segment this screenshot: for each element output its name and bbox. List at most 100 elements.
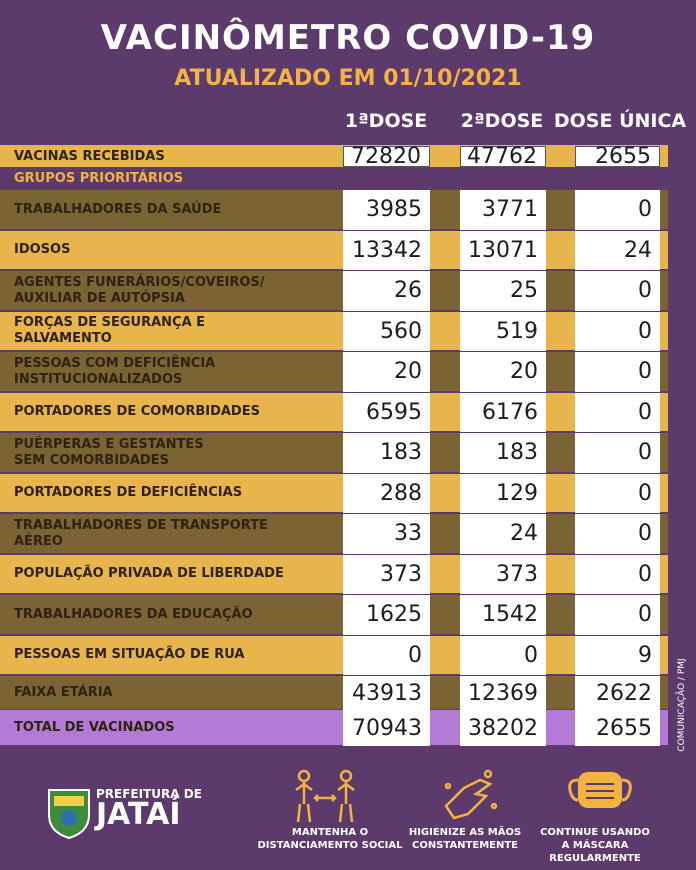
- label-line: AUXILIAR DE AUTÓPSIA: [14, 290, 185, 306]
- credit: COMUNICAÇÃO / PMJ: [677, 658, 687, 752]
- label-line: TOTAL DE VACINADOS: [14, 720, 175, 735]
- label-line: TRABALHADORES DA SAÚDE: [14, 201, 222, 217]
- table-row: [0, 473, 668, 513]
- row-label: FAIXA ETÁRIA: [14, 676, 334, 710]
- value-cell: 0: [575, 473, 660, 513]
- value-cell: 13071: [460, 230, 546, 270]
- logo-text: PREFEITURA DE: [96, 787, 202, 801]
- table-row: [0, 514, 668, 554]
- column-header: 1ªDOSE: [344, 110, 428, 132]
- value-cell: 288: [343, 473, 430, 513]
- logo-text: JATAÍ: [96, 797, 181, 832]
- tip: MANTENHA O DISTANCIAMENTO SOCIAL: [255, 826, 405, 852]
- label-line: SALVAMENTO: [14, 331, 112, 347]
- table-row: [0, 554, 668, 594]
- row-label: PESSOAS EM SITUAÇÃO DE RUA: [14, 636, 334, 676]
- row-label: TRABALHADORES DA EDUCAÇÃO: [14, 595, 334, 635]
- value-cell: 129: [460, 473, 546, 513]
- value-cell: 3985: [343, 190, 430, 230]
- value-cell: 183: [460, 433, 546, 473]
- value-cell: 43913: [343, 676, 430, 710]
- label-line: TRABALHADORES DE TRANSPORTE: [14, 517, 268, 533]
- value-cell: 13342: [343, 230, 430, 270]
- table-row: [0, 271, 668, 311]
- label-line: PORTADORES DE DEFICIÊNCIAS: [14, 485, 243, 501]
- value-cell: 0: [575, 514, 660, 554]
- value-cell: 9: [575, 635, 660, 675]
- tip-line: CONTINUE USANDO: [540, 827, 650, 838]
- value-cell: 25: [460, 271, 546, 311]
- value-cell: 2622: [575, 676, 660, 710]
- row-label: PORTADORES DE DEFICIÊNCIAS: [14, 474, 334, 514]
- table-row: [0, 710, 668, 746]
- column-header: DOSE ÚNICA: [553, 110, 687, 132]
- value-cell: 26: [343, 271, 430, 311]
- value-cell: 560: [343, 311, 430, 351]
- label-line: FORÇAS DE SEGURANÇA E: [14, 315, 206, 331]
- value-cell: 33: [343, 514, 430, 554]
- tip-line: DISTANCIAMENTO SOCIAL: [257, 840, 403, 851]
- table-row: [0, 676, 668, 710]
- value-cell: 12369: [460, 676, 546, 710]
- label-line: PESSOAS EM SITUAÇÃO DE RUA: [14, 647, 245, 663]
- row-label: TRABALHADORES DE TRANSPORTE AÉREO: [14, 514, 334, 554]
- value-cell: 70943: [343, 710, 430, 746]
- subtitle: ATUALIZADO EM 01/10/2021: [174, 66, 522, 91]
- section-label: GRUPOS PRIORITÁRIOS: [14, 171, 184, 186]
- label-line: PUÉRPERAS E GESTANTES: [14, 436, 204, 452]
- value-cell: 3771: [460, 190, 546, 230]
- table-row: [0, 635, 668, 675]
- value-cell: 0: [575, 271, 660, 311]
- label-line: PORTADORES DE COMORBIDADES: [14, 404, 260, 420]
- value-cell: 0: [575, 595, 660, 635]
- value-cell: 6176: [460, 392, 546, 432]
- row-label: PESSOAS COM DEFICIÊNCIA INSTITUCIONALIZAD…: [14, 352, 334, 392]
- value-cell: 47762: [460, 144, 546, 169]
- value-cell: 24: [575, 230, 660, 270]
- label-line: INSTITUCIONALIZADOS: [14, 371, 183, 387]
- table-row: [0, 352, 668, 392]
- table-row: [0, 595, 668, 635]
- row-label: PUÉRPERAS E GESTANTES SEM COMORBIDADES: [14, 433, 334, 473]
- value-cell: 0: [575, 352, 660, 392]
- table-row: [0, 433, 668, 473]
- tip-line: CONSTANTEMENTE: [411, 840, 519, 851]
- tip-line: A MÁSCARA: [561, 840, 629, 851]
- label-line: POPULAÇÃO PRIVADA DE LIBERDADE: [14, 566, 284, 582]
- value-cell: 1542: [460, 595, 546, 635]
- tip: HIGIENIZE AS MÃOS CONSTANTEMENTE: [405, 826, 525, 852]
- table-row: [0, 392, 668, 432]
- distancing-icon: [295, 769, 355, 823]
- value-cell: 183: [343, 433, 430, 473]
- value-cell: 1625: [343, 595, 430, 635]
- tip-line: MANTENHA O: [291, 827, 369, 838]
- handwash-icon: [444, 769, 498, 820]
- value-cell: 0: [460, 635, 546, 675]
- value-cell: 0: [575, 392, 660, 432]
- row-label: FORÇAS DE SEGURANÇA E SALVAMENTO: [14, 312, 334, 352]
- value-cell: 0: [575, 190, 660, 230]
- label-line: FAIXA ETÁRIA: [14, 685, 113, 700]
- value-cell: 0: [575, 311, 660, 351]
- row-label: TRABALHADORES DA SAÚDE: [14, 190, 334, 230]
- column-header: 2ªDOSE: [460, 110, 544, 132]
- label-line: TRABALHADORES DA EDUCAÇÃO: [14, 606, 253, 622]
- label-line: AÉREO: [14, 533, 63, 549]
- value-cell: 20: [460, 352, 546, 392]
- label-line: VACINAS RECEBIDAS: [14, 148, 165, 164]
- value-cell: 20: [343, 352, 430, 392]
- value-cell: 0: [343, 635, 430, 675]
- value-cell: 373: [343, 554, 430, 594]
- table-row: [0, 230, 668, 270]
- value-cell: 0: [575, 433, 660, 473]
- value-cell: 72820: [343, 144, 430, 169]
- value-cell: 2655: [575, 144, 660, 169]
- title: VACINÔMETRO COVID-19: [100, 18, 596, 58]
- row-label: AGENTES FUNERÁRIOS/COVEIROS/AUXILIAR DE …: [14, 271, 334, 311]
- value-cell: 373: [460, 554, 546, 594]
- tip-line: HIGIENIZE AS MÃOS: [408, 827, 522, 838]
- row-label: PORTADORES DE COMORBIDADES: [14, 393, 334, 433]
- value-cell: 38202: [460, 710, 546, 746]
- row-label: TOTAL DE VACINADOS: [14, 710, 334, 746]
- label-line: SEM COMORBIDADES: [14, 452, 169, 468]
